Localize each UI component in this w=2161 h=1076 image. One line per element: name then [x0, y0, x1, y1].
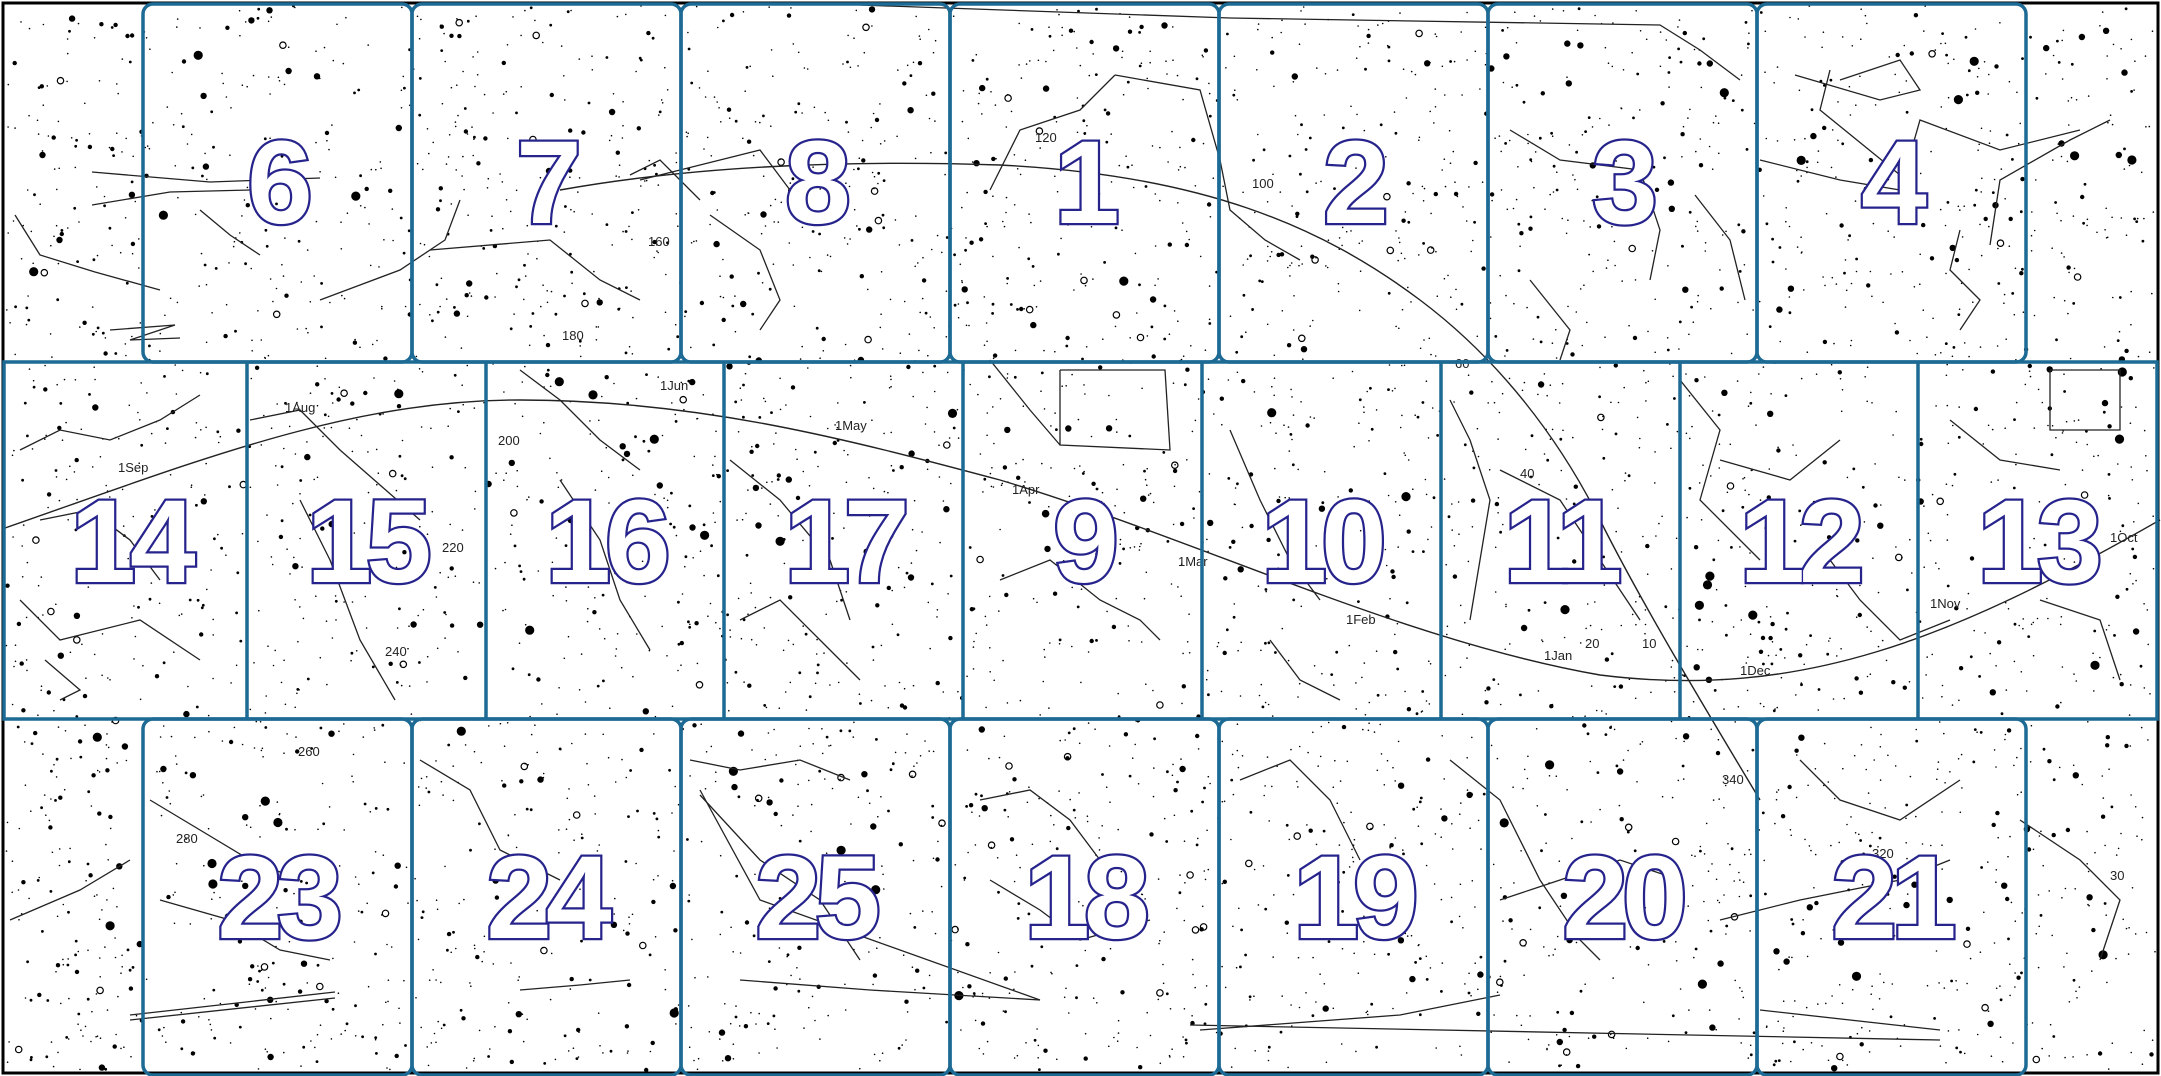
chart-panel-23[interactable]: 23 — [141, 717, 414, 1076]
chart-panel-16[interactable]: 16 — [543, 474, 675, 611]
chart-number-3: 3 — [1592, 117, 1654, 249]
chart-number-14: 14 — [70, 476, 195, 608]
date-label-jan: 1Jan — [1544, 648, 1572, 663]
ra-label-260: 260 — [298, 744, 320, 759]
chart-panel-18[interactable]: 18 — [948, 717, 1221, 1076]
ra-label-240: 240 — [385, 644, 407, 659]
ra-label-320: 320 — [1872, 846, 1894, 861]
chart-number-11: 11 — [1504, 476, 1620, 608]
chart-number-9: 9 — [1053, 476, 1115, 608]
date-label-aug: 1Aug — [285, 400, 315, 415]
ra-label-340: 340 — [1722, 772, 1744, 787]
ra-label-160: 160 — [648, 234, 670, 249]
chart-number-19: 19 — [1293, 832, 1415, 964]
chart-number-8: 8 — [785, 117, 847, 249]
date-label-may: 1May — [835, 418, 867, 433]
ra-label-200: 200 — [498, 433, 520, 448]
chart-panel-20[interactable]: 20 — [1486, 717, 1759, 1076]
ra-label-20: 20 — [1585, 636, 1599, 651]
date-label-feb: 1Feb — [1346, 612, 1376, 627]
ra-label-40: 40 — [1520, 466, 1534, 481]
row-1-panels: 6 7 8 1 2 3 4 — [141, 2, 2028, 364]
chart-panel-15[interactable]: 15 — [304, 474, 437, 611]
chart-panel-25[interactable]: 25 — [679, 717, 952, 1076]
ra-label-280: 280 — [176, 831, 198, 846]
chart-number-20: 20 — [1562, 832, 1683, 964]
chart-number-6: 6 — [247, 117, 309, 249]
chart-number-15: 15 — [306, 476, 429, 608]
row-2-panels: 14 15 16 17 9 10 11 12 13 — [2, 360, 2159, 721]
ecliptic-labels: 120 100 160 180 200 220 240 260 280 320 … — [118, 130, 2138, 883]
chart-number-18: 18 — [1024, 832, 1146, 964]
chart-panel-12[interactable]: 12 — [1737, 474, 1868, 611]
chart-panel-8[interactable]: 8 — [679, 2, 952, 364]
chart-number-13: 13 — [1977, 476, 2099, 608]
star-field — [5, 4, 2156, 1073]
celestial-equator-line — [559, 162, 1761, 801]
ra-label-30: 30 — [2110, 868, 2124, 883]
chart-panel-14[interactable]: 14 — [68, 474, 203, 611]
chart-number-17: 17 — [784, 476, 905, 608]
ra-label-100: 100 — [1252, 176, 1274, 191]
date-label-nov: 1Nov — [1930, 596, 1961, 611]
chart-panel-10[interactable]: 10 — [1259, 474, 1390, 611]
chart-number-24: 24 — [486, 832, 611, 964]
chart-number-23: 23 — [217, 832, 339, 964]
ra-label-10: 10 — [1642, 636, 1656, 651]
chart-number-25: 25 — [755, 832, 878, 964]
date-label-oct: 1Oct — [2110, 530, 2138, 545]
chart-number-2: 2 — [1323, 117, 1384, 249]
date-label-dec: 1Dec — [1740, 663, 1771, 678]
chart-number-10: 10 — [1261, 476, 1382, 608]
chart-panel-17[interactable]: 17 — [782, 474, 913, 611]
ra-label-180: 180 — [562, 328, 584, 343]
chart-number-21: 21 — [1831, 832, 1954, 964]
chart-panel-11[interactable]: 11 — [1501, 474, 1628, 611]
ra-label-220: 220 — [442, 540, 464, 555]
row-3-panels: 23 24 25 18 19 20 21 — [141, 717, 2028, 1076]
ra-label-120: 120 — [1035, 130, 1057, 145]
chart-panel-9[interactable]: 9 — [1051, 474, 1124, 611]
date-label-sep: 1Sep — [118, 460, 148, 475]
chart-panel-6[interactable]: 6 — [141, 2, 414, 364]
chart-number-1: 1 — [1054, 117, 1117, 249]
chart-number-12: 12 — [1739, 476, 1860, 608]
chart-number-16: 16 — [545, 476, 667, 608]
chart-panel-3[interactable]: 3 — [1486, 2, 1759, 364]
constellation-lines — [9, 4, 2121, 1041]
chart-panel-21[interactable]: 21 — [1755, 717, 2028, 1076]
chart-panel-13[interactable]: 13 — [1975, 474, 2107, 611]
ecliptic-line — [4, 399, 2161, 682]
chart-number-7: 7 — [516, 117, 577, 249]
date-label-apr: 1Apr — [1012, 482, 1040, 497]
chart-panel-1[interactable]: 1 — [948, 2, 1221, 364]
chart-panel-24[interactable]: 24 — [410, 717, 683, 1076]
chart-number-4: 4 — [1861, 117, 1926, 249]
chart-panel-4[interactable]: 4 — [1755, 2, 2028, 364]
date-label-jun: 1Jun — [660, 378, 688, 393]
